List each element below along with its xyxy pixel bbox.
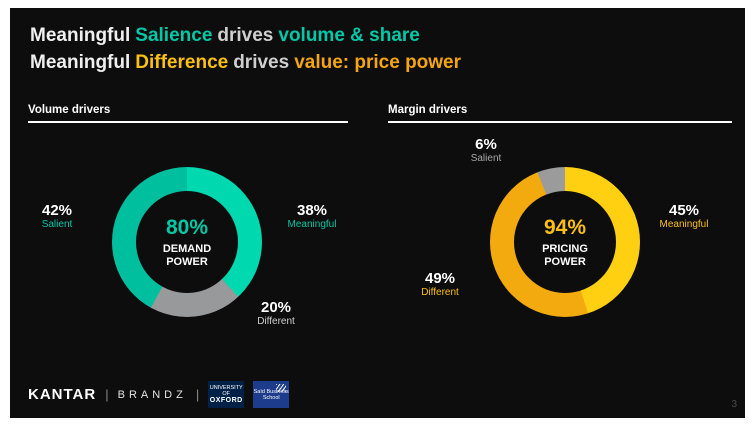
demand-power-label: DEMAND POWER xyxy=(162,242,212,268)
callout-salient-margin: 6% Salient xyxy=(456,137,516,165)
slide-page-number: 3 xyxy=(731,399,737,410)
demand-power-donut-center: 80% DEMAND POWER xyxy=(136,191,238,293)
volume-drivers-header: Volume drivers xyxy=(28,104,111,116)
title-word-difference: Difference xyxy=(135,52,229,73)
different-label: Different xyxy=(257,316,295,327)
slide-title: Meaningful Salience drives volume & share M… xyxy=(30,22,466,76)
slide-background: Meaningful Salience drives volume & share M… xyxy=(10,8,745,418)
footer: KANTAR | BRANDZ | UNIVERSITY OF OXFORD S… xyxy=(28,381,290,408)
salient-pct: 6% xyxy=(475,136,497,153)
callout-different-volume: 20% Different xyxy=(244,300,308,328)
pricing-power-donut-center: 94% PRICING POWER xyxy=(514,191,616,293)
title-word-price-power: value: price power xyxy=(294,52,462,73)
footer-divider: | xyxy=(195,387,200,402)
volume-drivers-rule xyxy=(28,121,348,123)
said-business-school-logo: Saïd Business School xyxy=(253,381,290,408)
title-word: drives xyxy=(217,25,274,46)
different-pct: 49% xyxy=(424,270,456,287)
salient-label: Salient xyxy=(41,219,73,230)
callout-meaningful-volume: 38% Meaningful xyxy=(276,203,348,231)
pricing-power-value: 94% xyxy=(543,215,587,239)
title-word: Meaningful xyxy=(30,25,131,46)
oxford-logo-text: OXFORD xyxy=(209,396,243,404)
title-line-2: Meaningful Difference drives value: price p… xyxy=(30,49,466,76)
salient-pct: 42% xyxy=(41,202,73,219)
callout-salient-volume: 42% Salient xyxy=(26,203,88,231)
title-word: drives xyxy=(233,52,290,73)
margin-drivers-header: Margin drivers xyxy=(388,104,468,116)
title-word-salience: Salience xyxy=(135,25,213,46)
demand-power-value: 80% xyxy=(165,215,209,239)
salient-label: Salient xyxy=(470,153,502,164)
pricing-power-label: PRICING POWER xyxy=(542,242,588,268)
meaningful-label: Meaningful xyxy=(287,219,337,230)
oxford-logo-text-small: UNIVERSITY OF xyxy=(209,384,243,397)
said-logo-glyph xyxy=(276,384,287,392)
said-logo-text: Saïd Business School xyxy=(253,388,289,401)
footer-divider: | xyxy=(105,387,109,402)
title-line-1: Meaningful Salience drives volume & share xyxy=(30,22,466,49)
oxford-university-logo: UNIVERSITY OF OXFORD xyxy=(208,381,245,408)
different-pct: 20% xyxy=(260,299,292,316)
pricing-power-donut-chart: 94% PRICING POWER xyxy=(490,167,640,317)
brandz-logo: BRANDZ xyxy=(117,388,187,401)
title-word: Meaningful xyxy=(30,52,131,73)
meaningful-label: Meaningful xyxy=(659,219,709,230)
different-label: Different xyxy=(421,287,459,298)
kantar-logo: KANTAR xyxy=(28,386,97,403)
meaningful-pct: 45% xyxy=(668,202,700,219)
demand-power-donut-chart: 80% DEMAND POWER xyxy=(112,167,262,317)
margin-drivers-rule xyxy=(388,121,732,123)
callout-different-margin: 49% Different xyxy=(408,271,472,299)
callout-meaningful-margin: 45% Meaningful xyxy=(648,203,720,231)
title-word-volume-share: volume & share xyxy=(278,25,420,46)
meaningful-pct: 38% xyxy=(296,202,328,219)
